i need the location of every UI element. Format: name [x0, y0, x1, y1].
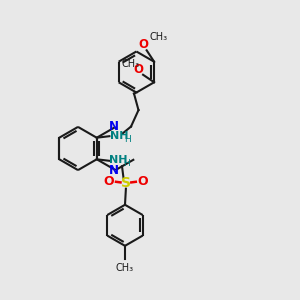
Text: O: O [134, 63, 144, 76]
Text: N: N [109, 164, 119, 178]
Text: N: N [109, 119, 119, 133]
Text: O: O [139, 38, 149, 51]
Text: NH: NH [110, 130, 128, 141]
Text: S: S [121, 176, 131, 190]
Text: CH₃: CH₃ [150, 32, 168, 42]
Text: NH: NH [109, 155, 127, 165]
Text: H: H [124, 135, 131, 144]
Text: CH₃: CH₃ [116, 263, 134, 273]
Text: CH₃: CH₃ [121, 59, 139, 69]
Text: H: H [123, 159, 130, 168]
Text: O: O [103, 175, 114, 188]
Text: O: O [138, 175, 148, 188]
